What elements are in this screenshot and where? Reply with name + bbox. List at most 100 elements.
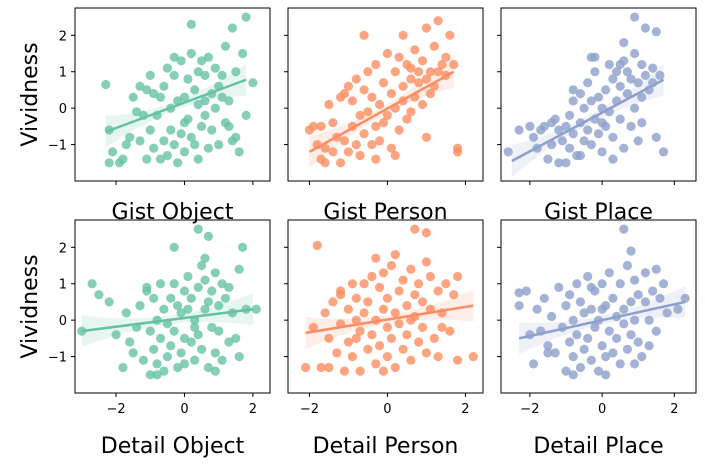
data-point: [597, 147, 607, 157]
data-point: [640, 297, 651, 307]
data-point: [378, 366, 389, 376]
data-point: [347, 352, 357, 362]
data-point: [193, 67, 203, 77]
data-point: [648, 63, 658, 73]
data-point: [375, 136, 385, 146]
data-point: [608, 132, 618, 142]
panel-6: −2 0 2 Detail Place: [497, 219, 697, 459]
data-point: [390, 308, 400, 318]
data-point: [406, 264, 416, 274]
data-point: [149, 293, 159, 303]
data-point: [347, 96, 357, 106]
data-point: [597, 118, 607, 128]
data-point: [220, 293, 231, 303]
data-point: [579, 344, 589, 354]
data-point: [417, 297, 428, 307]
data-point: [417, 322, 428, 332]
x-tick-label: −2: [106, 402, 125, 417]
data-point: [142, 154, 152, 164]
data-point: [597, 279, 607, 289]
data-point: [583, 271, 593, 282]
data-point: [193, 99, 203, 110]
data-point: [214, 301, 224, 311]
panel-1: −1 0 1 2 Gist Object Vividness: [18, 7, 271, 225]
data-point: [316, 121, 326, 131]
data-point: [633, 337, 643, 347]
data-point: [217, 279, 227, 289]
data-point: [425, 67, 435, 77]
data-point: [630, 315, 640, 325]
data-point: [231, 132, 241, 142]
data-point: [658, 147, 669, 157]
data-point: [561, 301, 571, 311]
data-point: [406, 107, 416, 117]
data-point: [203, 362, 213, 373]
data-point: [382, 293, 392, 303]
data-point: [651, 264, 661, 274]
data-point: [586, 304, 596, 314]
data-point: [203, 231, 213, 241]
data-point: [608, 348, 618, 358]
data-point: [162, 150, 172, 161]
y-tick-label: 1: [59, 66, 67, 81]
data-point: [425, 89, 435, 99]
axes-frame: [500, 219, 697, 394]
x-axis-label: Gist Place: [544, 200, 653, 225]
data-point: [214, 140, 224, 150]
data-point: [557, 136, 568, 146]
data-point: [203, 52, 213, 62]
data-point: [359, 308, 369, 318]
data-point: [619, 38, 629, 48]
data-point: [612, 67, 622, 77]
data-point: [101, 79, 111, 90]
data-point: [193, 224, 203, 234]
data-point: [453, 271, 463, 282]
data-point: [421, 228, 431, 238]
y-tick-label: 0: [59, 102, 67, 117]
data-point: [238, 48, 248, 59]
data-point: [554, 282, 564, 292]
data-point: [626, 297, 636, 307]
data-point: [421, 132, 431, 142]
data-point: [449, 290, 459, 300]
data-point: [640, 70, 651, 80]
data-point: [363, 344, 373, 354]
data-point: [421, 74, 431, 84]
data-point: [382, 110, 392, 120]
x-tick-label: 0: [180, 402, 188, 417]
data-point: [429, 333, 439, 343]
data-point: [183, 74, 193, 84]
data-point: [308, 322, 318, 332]
data-point: [608, 74, 618, 84]
data-point: [179, 359, 190, 369]
data-point: [583, 333, 593, 343]
data-point: [445, 30, 455, 40]
data-point: [626, 74, 636, 84]
data-point: [328, 297, 338, 307]
data-point: [386, 333, 396, 343]
data-point: [680, 293, 690, 303]
data-point: [568, 85, 578, 95]
y-tick-label: 2: [59, 241, 67, 256]
data-point: [658, 279, 669, 289]
data-point: [125, 337, 135, 347]
data-point: [586, 282, 596, 292]
data-point: [608, 293, 618, 303]
data-point: [402, 330, 412, 340]
x-tick-label: −2: [520, 402, 539, 417]
data-point: [355, 150, 365, 161]
data-point: [251, 304, 261, 314]
data-point: [351, 315, 361, 325]
data-point: [568, 315, 578, 325]
data-point: [193, 154, 203, 164]
data-point: [190, 85, 200, 95]
data-point: [565, 337, 575, 347]
data-point: [176, 129, 186, 139]
data-point: [128, 348, 138, 358]
data-point: [227, 23, 237, 33]
data-point: [169, 326, 179, 336]
y-axis-label: Vividness: [18, 254, 43, 358]
data-point: [118, 362, 128, 373]
panel-3: Gist Place: [497, 7, 697, 225]
